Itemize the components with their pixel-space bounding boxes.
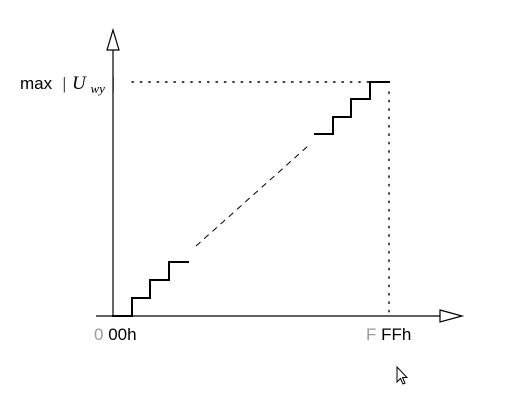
y-axis-arrow-icon <box>106 27 120 51</box>
x-start-faded-digit: 0 <box>94 325 103 344</box>
y-label-prefix: max <box>20 74 57 93</box>
lower-staircase <box>112 261 189 317</box>
x-axis-end-label: F FFh <box>366 325 411 344</box>
x-end-faded-digit: F <box>366 325 376 344</box>
y-axis-label: max | U wy | <box>20 73 115 97</box>
x-axis-start-label: 0 00h <box>94 325 137 344</box>
y-label-bar-left: | <box>62 74 67 93</box>
dashed-continuation-line <box>195 145 309 247</box>
x-axis-arrow-icon <box>439 309 465 323</box>
upper-staircase <box>314 81 390 135</box>
y-label-bar-right: | <box>111 74 116 93</box>
y-label-subscript: wy <box>90 81 105 96</box>
x-start-rest: 00h <box>108 325 136 344</box>
x-end-rest: FFh <box>381 325 411 344</box>
mouse-pointer-icon <box>396 365 409 385</box>
y-label-symbol: U <box>72 73 87 94</box>
